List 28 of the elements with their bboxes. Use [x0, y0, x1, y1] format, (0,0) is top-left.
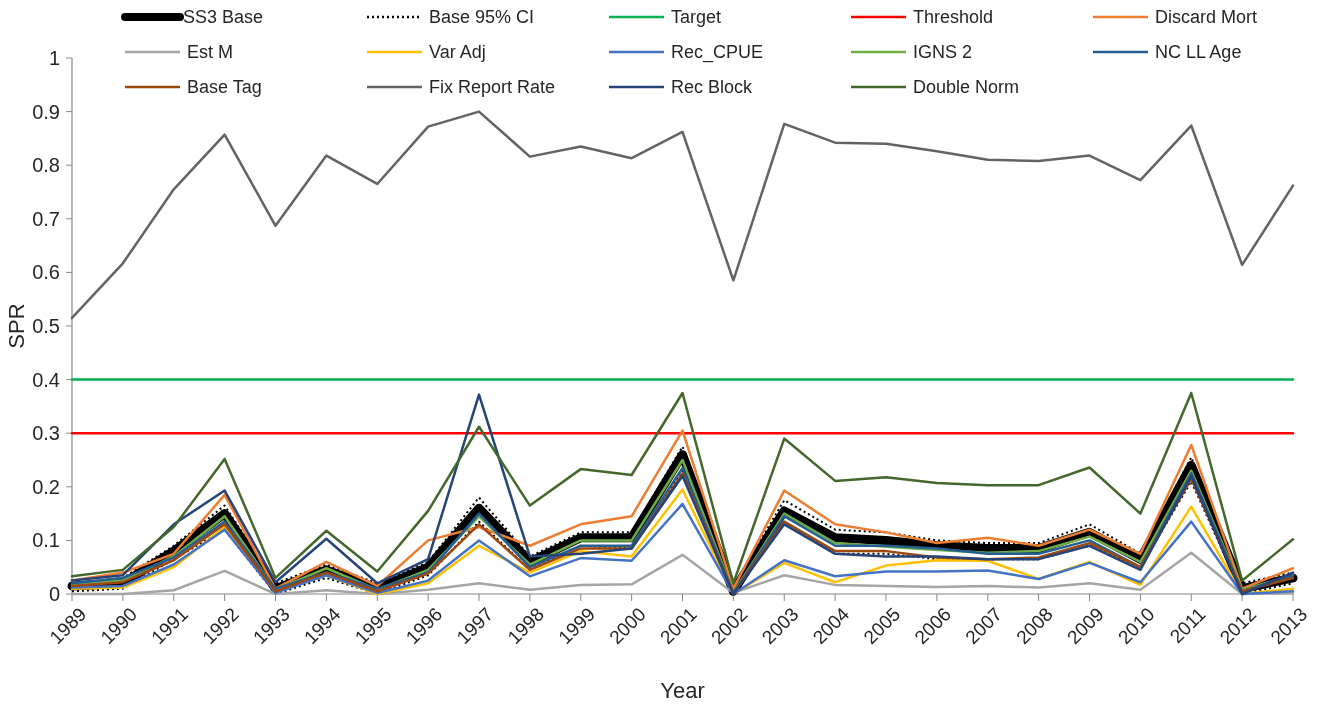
y-axis-title: SPR	[4, 303, 29, 349]
y-tick-label: 0.6	[32, 261, 60, 284]
y-tick-label: 0.7	[32, 207, 60, 230]
legend-label: Base 95% CI	[429, 7, 535, 28]
legend-label: SS3 Base	[183, 7, 264, 28]
legend-label: IGNS 2	[913, 42, 973, 63]
y-tick-label: 1	[48, 47, 60, 69]
x-axis-title: Year	[660, 678, 705, 703]
y-tick-label: 0	[48, 583, 60, 605]
y-tick-label: 0.3	[32, 422, 60, 445]
legend-label: Fix Report Rate	[429, 77, 556, 98]
legend-label: Rec Block	[671, 77, 754, 98]
y-tick-label: 0.4	[32, 368, 60, 391]
legend-label: Target	[671, 7, 722, 28]
legend-label: Est M	[187, 42, 234, 63]
legend-label: Rec_CPUE	[671, 42, 764, 64]
legend-label: Double Norm	[913, 77, 1020, 98]
legend-label: Var Adj	[429, 42, 486, 63]
line-series	[70, 110, 1295, 320]
y-tick-label: 0.5	[32, 315, 60, 337]
y-tick-label: 0.2	[32, 475, 60, 498]
legend-label: Base Tag	[187, 77, 262, 98]
y-tick-label: 0.9	[32, 100, 60, 123]
y-tick-label: 0.8	[32, 154, 60, 177]
legend-label: Discard Mort	[1155, 7, 1258, 28]
y-tick-label: 0.1	[32, 529, 60, 552]
legend-label: Threshold	[913, 7, 994, 28]
legend-label: NC LL Age	[1155, 42, 1242, 63]
